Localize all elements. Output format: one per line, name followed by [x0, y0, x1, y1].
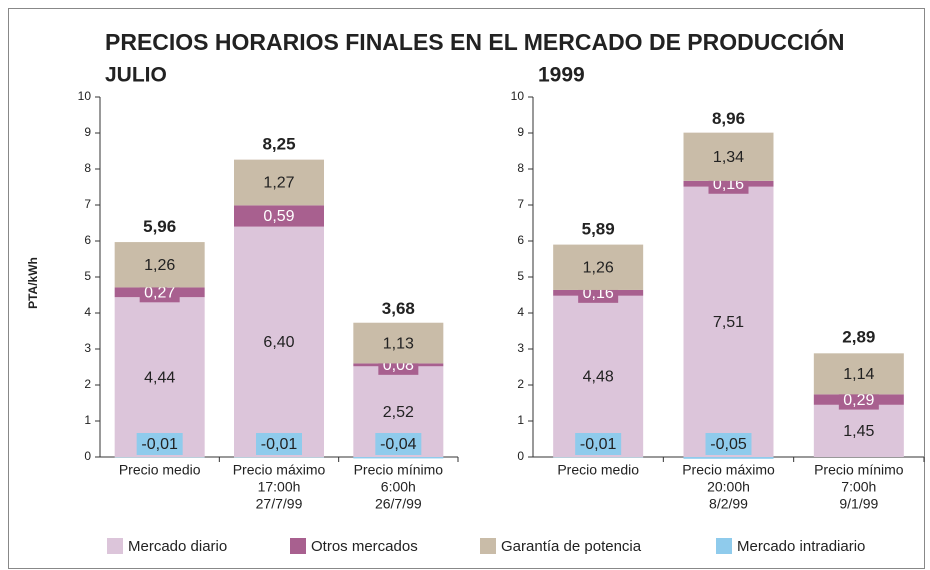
y-tick-label: 10 — [511, 89, 525, 103]
y-tick-label: 1 — [84, 413, 91, 427]
y-tick-label: 3 — [517, 341, 524, 355]
y-axis-label: PTA/kWh — [26, 257, 40, 309]
bar-segment — [114, 297, 205, 457]
x-tick-label: 7:00h — [841, 479, 876, 495]
value-label: 0,29 — [843, 392, 874, 409]
value-label: 0,27 — [144, 285, 175, 302]
y-tick-label: 6 — [84, 233, 91, 247]
value-label: -0,04 — [380, 436, 417, 453]
y-tick-label: 4 — [517, 305, 524, 319]
bar-segment — [353, 457, 444, 459]
bar-segment — [234, 226, 324, 457]
bar-segment — [553, 244, 644, 290]
value-label: 4,44 — [144, 369, 175, 386]
total-label: 2,89 — [842, 327, 875, 346]
x-tick-label: 8/2/99 — [709, 496, 748, 512]
y-tick-label: 5 — [84, 269, 91, 283]
y-tick-label: 7 — [517, 197, 524, 211]
x-tick-label: 9/1/99 — [839, 496, 878, 512]
x-tick-label: Precio medio — [119, 462, 201, 478]
value-label: 1,26 — [144, 257, 175, 274]
label-box — [838, 389, 879, 410]
value-label: 1,34 — [713, 149, 744, 166]
x-tick-label: Precio máximo — [233, 462, 326, 478]
y-tick-label: 3 — [84, 341, 91, 355]
y-tick-label: 7 — [84, 197, 91, 211]
value-label: 0,59 — [263, 208, 294, 225]
label-box — [705, 433, 752, 455]
y-tick-label: 2 — [84, 377, 91, 391]
legend-label: Garantía de potencia — [501, 538, 642, 555]
total-label: 5,96 — [143, 217, 176, 236]
y-tick-label: 10 — [78, 89, 92, 103]
value-label: -0,01 — [141, 436, 178, 453]
value-label: -0,01 — [261, 436, 298, 453]
y-tick-label: 0 — [517, 449, 524, 463]
bar-segment — [683, 186, 774, 457]
x-tick-label: 17:00h — [258, 479, 301, 495]
legend-label: Mercado intradiario — [737, 538, 865, 555]
total-label: 5,89 — [582, 219, 615, 238]
subtitle: 1999 — [538, 64, 585, 87]
value-label: -0,05 — [710, 436, 747, 453]
legend-swatch — [716, 538, 732, 554]
x-tick-label: Precio medio — [557, 462, 639, 478]
value-label: 1,14 — [843, 366, 874, 383]
value-label: 1,27 — [263, 175, 294, 192]
y-tick-label: 8 — [517, 161, 524, 175]
bar-segment — [234, 159, 324, 206]
value-label: 2,52 — [383, 404, 414, 421]
label-box — [256, 433, 302, 455]
y-tick-label: 9 — [84, 125, 91, 139]
y-tick-label: 8 — [84, 161, 91, 175]
x-tick-label: 6:00h — [381, 479, 416, 495]
x-tick-label: 26/7/99 — [375, 496, 422, 512]
value-label: 1,45 — [843, 423, 874, 440]
x-tick-label: Precio máximo — [682, 462, 775, 478]
legend-swatch — [107, 538, 123, 554]
label-box — [259, 205, 299, 226]
chart-title: PRECIOS HORARIOS FINALES EN EL MERCADO D… — [105, 28, 844, 55]
y-tick-label: 1 — [517, 413, 524, 427]
legend-swatch — [480, 538, 496, 554]
y-tick-label: 4 — [84, 305, 91, 319]
x-tick-label: 27/7/99 — [256, 496, 303, 512]
label-box — [136, 433, 183, 455]
value-label: -0,01 — [580, 436, 617, 453]
bar-segment — [683, 457, 774, 459]
total-label: 8,25 — [262, 134, 295, 153]
total-label: 3,68 — [382, 299, 415, 318]
bar-segment — [353, 322, 444, 364]
bar-segment — [683, 132, 774, 181]
y-tick-label: 0 — [84, 449, 91, 463]
value-label: 4,48 — [583, 369, 614, 386]
x-tick-label: 20:00h — [707, 479, 750, 495]
legend-swatch — [290, 538, 306, 554]
value-label: 1,13 — [383, 335, 414, 352]
y-tick-label: 2 — [517, 377, 524, 391]
label-box — [375, 433, 422, 455]
bar-segment — [553, 295, 644, 457]
legend-label: Otros mercados — [311, 538, 418, 555]
value-label: 7,51 — [713, 314, 744, 331]
y-tick-label: 9 — [517, 125, 524, 139]
x-tick-label: Precio mínimo — [814, 462, 904, 478]
bar-segment — [114, 242, 205, 288]
bar-segment — [813, 353, 904, 395]
legend-label: Mercado diario — [128, 538, 227, 555]
y-tick-label: 6 — [517, 233, 524, 247]
total-label: 8,96 — [712, 109, 745, 128]
label-box — [575, 433, 622, 455]
x-tick-label: Precio mínimo — [354, 462, 444, 478]
bar-segment — [813, 404, 904, 457]
value-label: 1,26 — [583, 259, 614, 276]
subtitle: JULIO — [105, 64, 167, 87]
value-label: 6,40 — [263, 334, 294, 351]
frame — [8, 8, 925, 569]
y-tick-label: 5 — [517, 269, 524, 283]
